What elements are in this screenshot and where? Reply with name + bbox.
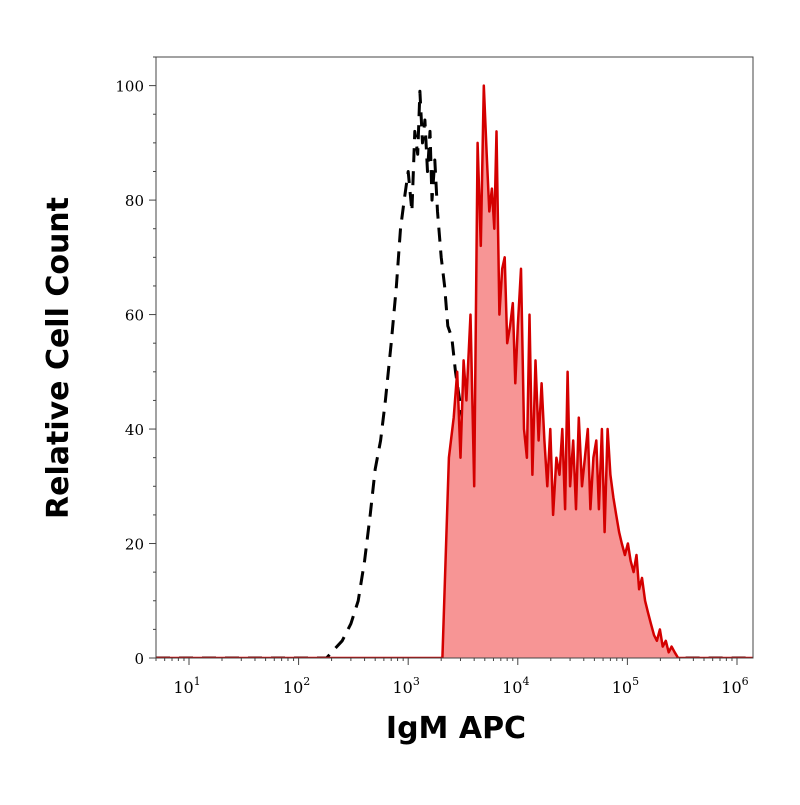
sample-histogram-line (156, 84, 753, 658)
plot-frame (155, 56, 754, 659)
y-axis-title: Relative Cell Count (41, 197, 76, 519)
x-tick-label: 103 (393, 675, 420, 697)
y-tick-label: 100 (115, 78, 144, 96)
x-tick-label: 105 (612, 675, 639, 697)
y-tick-label: 20 (125, 536, 144, 554)
y-tick-label: 60 (125, 307, 144, 325)
control-histogram-line (156, 89, 753, 658)
x-tick-label: 104 (502, 675, 529, 697)
y-tick-label: 40 (125, 421, 144, 439)
x-tick-label: 102 (283, 675, 310, 697)
y-tick-label: 0 (134, 650, 144, 668)
x-axis-title: IgM APC (386, 711, 526, 746)
y-tick-label: 80 (125, 192, 144, 210)
x-tick-label: 101 (173, 675, 200, 697)
x-tick-label: 106 (721, 675, 748, 697)
